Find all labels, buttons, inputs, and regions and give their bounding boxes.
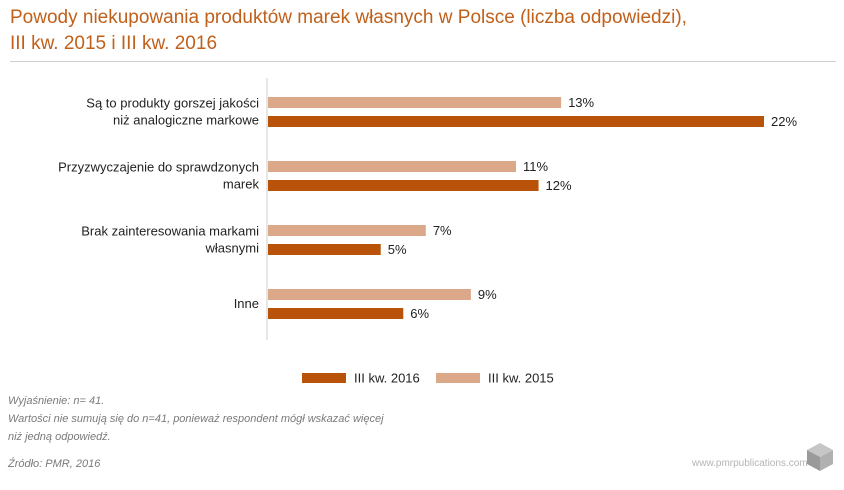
- data-label-2016-cat-4: 6%: [410, 306, 429, 321]
- category-label-1-line-1: Są to produkty gorszej jakości: [86, 96, 259, 111]
- bar-2016-cat-1: [268, 116, 764, 127]
- data-label-2015-cat-2: 11%: [523, 159, 548, 174]
- category-label-4-line-1: Inne: [234, 296, 259, 311]
- bar-2015-cat-3: [268, 225, 426, 236]
- data-label-2015-cat-3: 7%: [433, 223, 452, 238]
- category-label-3-line-1: Brak zainteresowania markami: [81, 224, 259, 239]
- category-label-3-line-2: własnymi: [205, 241, 260, 256]
- title-line-2: III kw. 2015 i III kw. 2016: [10, 33, 218, 54]
- legend-label-2015: III kw. 2015: [488, 371, 554, 386]
- data-label-2016-cat-1: 22%: [771, 114, 797, 129]
- category-label-2-line-2: marek: [223, 177, 260, 192]
- data-label-2015-cat-4: 9%: [478, 287, 497, 302]
- bar-2016-cat-2: [268, 180, 539, 191]
- category-label-1-line-2: niż analogiczne markowe: [113, 113, 259, 128]
- bar-2016-cat-3: [268, 244, 381, 255]
- title-line-1: Powody niekupowania produktów marek włas…: [10, 7, 687, 28]
- data-label-2016-cat-2: 12%: [546, 178, 572, 193]
- bar-2015-cat-1: [268, 97, 562, 108]
- notes: Wyjaśnienie: n= 41. Wartości nie sumują …: [8, 392, 384, 446]
- category-label-2-line-1: Przyzwyczajenie do sprawdzonych: [58, 160, 259, 175]
- data-label-2015-cat-1: 13%: [568, 95, 594, 110]
- data-label-2016-cat-3: 5%: [388, 242, 407, 257]
- site-url: www.pmrpublications.com: [692, 458, 808, 469]
- note-line-1: Wyjaśnienie: n= 41.: [8, 395, 105, 407]
- bars-group: 13% 22% Są to produkty gorszej jakości niż …: [58, 78, 797, 340]
- title-divider: [10, 61, 836, 62]
- bar-2016-cat-4: [268, 308, 404, 319]
- legend: III kw. 2016 III kw. 2015: [302, 371, 554, 386]
- note-line-3: niż jedną odpowiedź.: [8, 431, 111, 443]
- legend-swatch-2015: [436, 373, 480, 383]
- bar-2015-cat-4: [268, 289, 471, 300]
- note-line-2: Wartości nie sumują się do n=41, poniewa…: [8, 413, 384, 425]
- legend-label-2016: III kw. 2016: [354, 371, 420, 386]
- pmr-logo-icon: [807, 443, 833, 471]
- bar-2015-cat-2: [268, 161, 516, 172]
- chart-title: Powody niekupowania produktów marek włas…: [10, 5, 830, 57]
- source-note: Źródło: PMR, 2016: [8, 458, 101, 470]
- bar-chart: 13% 22% Są to produkty gorszej jakości niż …: [58, 78, 797, 386]
- legend-swatch-2016: [302, 373, 346, 383]
